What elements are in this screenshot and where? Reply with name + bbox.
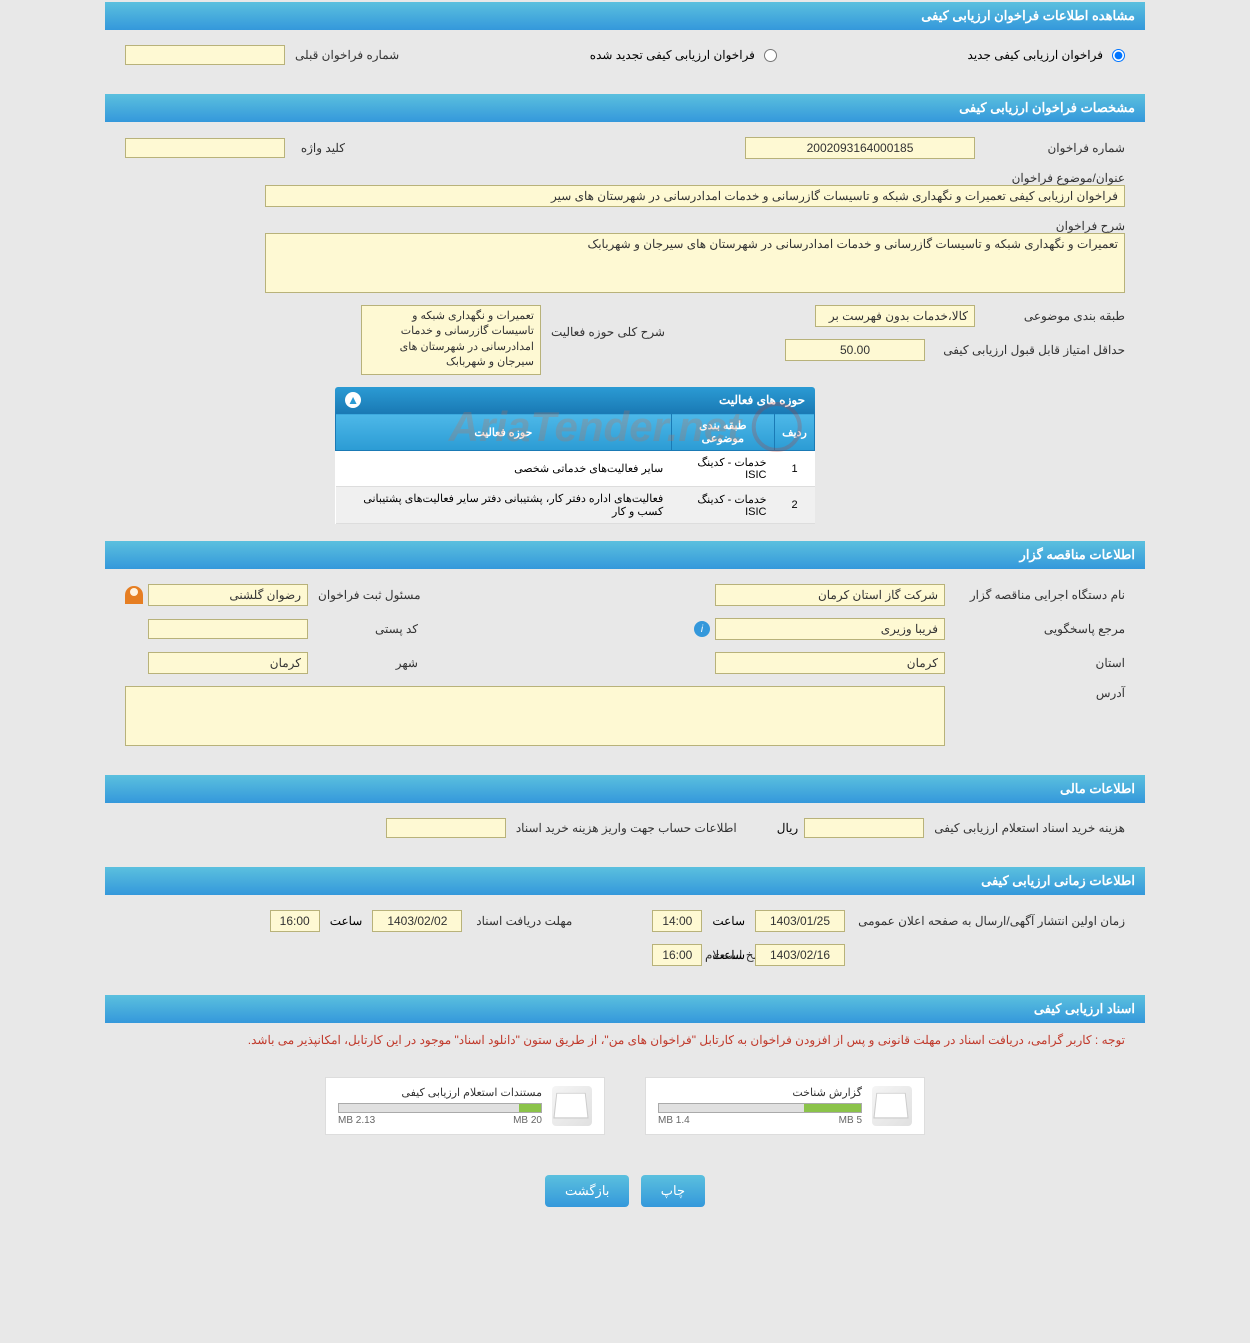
- city-label: شهر: [308, 656, 418, 670]
- agency-field: شرکت گاز استان کرمان: [715, 584, 945, 606]
- minscore-label: حداقل امتیاز قابل قبول ارزیابی کیفی: [925, 343, 1125, 357]
- keyword-label: کلید واژه: [285, 141, 345, 155]
- postal-label: کد پستی: [308, 622, 418, 636]
- watermark-logo-icon: [751, 402, 801, 452]
- table-row: 1خدمات - کدینگ ISICسایر فعالیت‌های خدمات…: [336, 451, 815, 487]
- spec-header: مشخصات فراخوان ارزیابی کیفی: [105, 94, 1145, 122]
- radio-new-label: فراخوان ارزیابی کیفی جدید: [968, 48, 1103, 62]
- account-field: [386, 818, 506, 838]
- desc-label: شرح فراخوان: [975, 219, 1125, 233]
- scope-label: شرح کلی حوزه فعالیت: [541, 305, 665, 339]
- folder-icon: [552, 1086, 592, 1126]
- category-label: طبقه بندی موضوعی: [975, 309, 1125, 323]
- watermark-text: AriaTender.net: [449, 403, 742, 451]
- print-button[interactable]: چاپ: [641, 1175, 705, 1207]
- cell-scope: فعالیت‌های اداره دفتر کار، پشتیبانی دفتر…: [336, 487, 672, 524]
- prev-number-field: [125, 45, 285, 65]
- subject-label: عنوان/موضوع فراخوان: [975, 171, 1125, 185]
- fin-header: اطلاعات مالی: [105, 775, 1145, 803]
- account-label: اطلاعات حساب جهت واریز هزینه خرید اسناد: [506, 820, 737, 837]
- time-label-1: ساعت: [712, 914, 745, 928]
- folder-icon: [872, 1086, 912, 1126]
- radio-renewed[interactable]: فراخوان ارزیابی کیفی تجدید شده: [590, 48, 777, 62]
- time-header: اطلاعات زمانی ارزیابی کیفی: [105, 867, 1145, 895]
- address-field: [125, 686, 945, 746]
- table-row: 2خدمات - کدینگ ISICفعالیت‌های اداره دفتر…: [336, 487, 815, 524]
- cell-n: 2: [775, 487, 815, 524]
- doc-progress: [338, 1103, 542, 1113]
- keyword-field: [125, 138, 285, 158]
- subject-field: فراخوان ارزیابی کیفی تعمیرات و نگهداری ش…: [265, 185, 1125, 207]
- info-icon[interactable]: i: [694, 621, 710, 637]
- person-icon[interactable]: [125, 586, 143, 604]
- collapse-icon[interactable]: ▲: [345, 392, 361, 408]
- radio-renewed-input[interactable]: [764, 49, 777, 62]
- doc-item[interactable]: مستندات استعلام ارزیابی کیفی 20 MB 2.13 M…: [325, 1077, 605, 1135]
- response-time: 16:00: [652, 944, 702, 966]
- number-field: 2002093164000185: [745, 137, 975, 159]
- receive-time: 16:00: [270, 910, 320, 932]
- currency-label: ریال: [777, 821, 799, 835]
- notice-text: توجه : کاربر گرامی، دریافت اسناد در مهلت…: [105, 1023, 1145, 1057]
- org-header: اطلاعات مناقصه گزار: [105, 541, 1145, 569]
- doc-used: 1.4 MB: [658, 1115, 690, 1126]
- doc-total: 20 MB: [513, 1115, 542, 1126]
- main-header: مشاهده اطلاعات فراخوان ارزیابی کیفی: [105, 2, 1145, 30]
- city-field: کرمان: [148, 652, 308, 674]
- prev-number-label: شماره فراخوان قبلی: [285, 48, 399, 62]
- responder-field: فریبا وزیری: [715, 618, 945, 640]
- publish-label: زمان اولین انتشار آگهی/ارسال به صفحه اعل…: [845, 914, 1125, 928]
- response-date: 1403/02/16: [755, 944, 845, 966]
- doc-used: 2.13 MB: [338, 1115, 375, 1126]
- minscore-field: 50.00: [785, 339, 925, 361]
- doc-title: گزارش شناخت: [658, 1086, 862, 1099]
- desc-field: تعمیرات و نگهداری شبکه و تاسیسات گازرسان…: [265, 233, 1125, 293]
- registrar-label: مسئول ثبت فراخوان: [308, 588, 421, 602]
- cell-n: 1: [775, 451, 815, 487]
- doc-title: مستندات استعلام ارزیابی کیفی: [338, 1086, 542, 1099]
- cost-label: هزینه خرید اسناد استعلام ارزیابی کیفی: [924, 820, 1125, 837]
- cell-cat: خدمات - کدینگ ISIC: [671, 451, 774, 487]
- province-label: استان: [945, 656, 1125, 670]
- number-label: شماره فراخوان: [975, 141, 1125, 155]
- watermark: AriaTender.net: [449, 402, 802, 452]
- back-button[interactable]: بازگشت: [545, 1175, 629, 1207]
- time-label-2: ساعت: [330, 914, 363, 928]
- cell-scope: سایر فعالیت‌های خدماتی شخصی: [336, 451, 672, 487]
- docs-header: اسناد ارزیابی کیفی: [105, 995, 1145, 1023]
- publish-date: 1403/01/25: [755, 910, 845, 932]
- postal-field: [148, 619, 308, 639]
- receive-label: مهلت دریافت اسناد: [462, 914, 572, 928]
- radio-renewed-label: فراخوان ارزیابی کیفی تجدید شده: [590, 48, 755, 62]
- doc-item[interactable]: گزارش شناخت 5 MB 1.4 MB: [645, 1077, 925, 1135]
- doc-progress: [658, 1103, 862, 1113]
- time-label-3: ساعت: [712, 948, 745, 962]
- cost-field: [804, 818, 924, 838]
- category-field: کالا،خدمات بدون فهرست بر: [815, 305, 975, 327]
- cell-cat: خدمات - کدینگ ISIC: [671, 487, 774, 524]
- province-field: کرمان: [715, 652, 945, 674]
- agency-label: نام دستگاه اجرایی مناقصه گزار: [945, 588, 1125, 602]
- publish-time: 14:00: [652, 910, 702, 932]
- radio-new-input[interactable]: [1112, 49, 1125, 62]
- address-label: آدرس: [945, 686, 1125, 700]
- registrar-field: رضوان گلشنی: [148, 584, 308, 606]
- radio-new[interactable]: فراخوان ارزیابی کیفی جدید: [968, 48, 1125, 62]
- responder-label: مرجع پاسخگویی: [945, 622, 1125, 636]
- receive-date: 1403/02/02: [372, 910, 462, 932]
- doc-total: 5 MB: [839, 1115, 862, 1126]
- scope-field: تعمیرات و نگهداری شبکه و تاسیسات گازرسان…: [361, 305, 541, 375]
